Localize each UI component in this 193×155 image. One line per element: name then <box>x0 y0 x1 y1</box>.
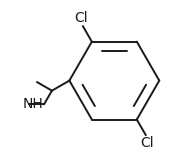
Text: NH: NH <box>23 97 43 111</box>
Text: Cl: Cl <box>141 136 154 150</box>
Text: Cl: Cl <box>74 11 88 25</box>
